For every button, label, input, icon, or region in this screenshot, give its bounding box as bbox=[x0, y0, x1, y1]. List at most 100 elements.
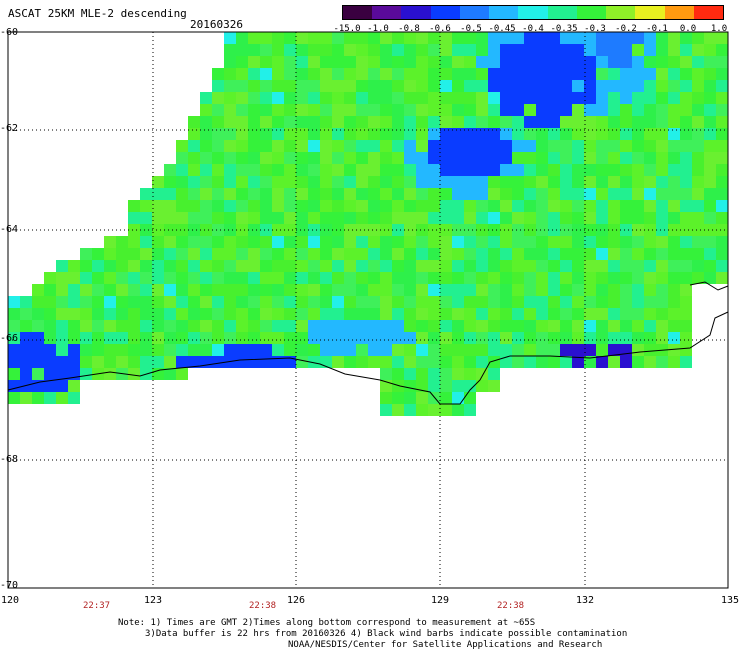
data-cell bbox=[392, 80, 404, 92]
data-cell bbox=[692, 212, 704, 224]
data-cell bbox=[248, 68, 260, 80]
data-cell bbox=[200, 128, 212, 140]
data-cell bbox=[404, 128, 416, 140]
data-cell bbox=[380, 200, 392, 212]
data-cell bbox=[284, 92, 296, 104]
data-cell bbox=[380, 296, 392, 308]
data-cell bbox=[236, 68, 248, 80]
data-cell bbox=[404, 392, 416, 404]
data-cell bbox=[644, 188, 656, 200]
data-cell bbox=[308, 128, 320, 140]
colorbar-label: 1.0 bbox=[710, 24, 728, 34]
data-cell bbox=[656, 356, 668, 368]
data-cell bbox=[320, 152, 332, 164]
data-cell bbox=[680, 356, 692, 368]
data-cell bbox=[392, 308, 404, 320]
data-cell bbox=[680, 116, 692, 128]
data-cell bbox=[104, 284, 116, 296]
data-cell bbox=[320, 44, 332, 56]
data-cell bbox=[128, 296, 140, 308]
data-cell bbox=[524, 68, 536, 80]
data-cell bbox=[188, 356, 200, 368]
data-cell bbox=[620, 272, 632, 284]
data-cell bbox=[32, 356, 44, 368]
data-cell bbox=[116, 344, 128, 356]
data-cell bbox=[344, 224, 356, 236]
data-cell bbox=[392, 392, 404, 404]
data-cell bbox=[716, 212, 728, 224]
data-cell bbox=[464, 368, 476, 380]
data-cell bbox=[128, 236, 140, 248]
data-cell bbox=[512, 308, 524, 320]
data-cell bbox=[332, 104, 344, 116]
colorbar-label: -0.5 bbox=[460, 24, 482, 34]
data-cell bbox=[296, 140, 308, 152]
data-cell bbox=[188, 140, 200, 152]
data-cell bbox=[356, 356, 368, 368]
data-cell bbox=[500, 356, 512, 368]
data-cell bbox=[464, 296, 476, 308]
data-cell bbox=[392, 116, 404, 128]
data-cell bbox=[128, 248, 140, 260]
data-cell bbox=[164, 320, 176, 332]
data-cell bbox=[536, 284, 548, 296]
data-cell bbox=[68, 272, 80, 284]
colorbar-swatch bbox=[459, 6, 490, 19]
data-cell bbox=[572, 68, 584, 80]
data-cell bbox=[692, 92, 704, 104]
data-cell bbox=[428, 152, 440, 164]
data-cell bbox=[308, 296, 320, 308]
data-cell bbox=[272, 248, 284, 260]
data-cell bbox=[260, 272, 272, 284]
data-cell bbox=[548, 284, 560, 296]
data-cell bbox=[680, 176, 692, 188]
data-cell bbox=[488, 224, 500, 236]
data-cell bbox=[200, 320, 212, 332]
data-cell bbox=[416, 404, 428, 416]
data-cell bbox=[392, 92, 404, 104]
data-cell bbox=[704, 140, 716, 152]
data-cell bbox=[512, 320, 524, 332]
data-cell bbox=[524, 92, 536, 104]
data-cell bbox=[656, 80, 668, 92]
data-cell bbox=[416, 44, 428, 56]
data-cell bbox=[668, 200, 680, 212]
data-cell bbox=[272, 320, 284, 332]
data-cell bbox=[320, 188, 332, 200]
data-cell bbox=[692, 152, 704, 164]
data-cell bbox=[668, 224, 680, 236]
data-cell bbox=[56, 380, 68, 392]
data-cell bbox=[512, 128, 524, 140]
data-cell bbox=[416, 32, 428, 44]
data-cell bbox=[200, 344, 212, 356]
data-cell bbox=[668, 332, 680, 344]
data-cell bbox=[356, 272, 368, 284]
lon-label-129: 129 bbox=[430, 595, 450, 606]
data-cell bbox=[116, 248, 128, 260]
data-cell bbox=[692, 44, 704, 56]
data-cell bbox=[416, 344, 428, 356]
data-cell bbox=[560, 332, 572, 344]
data-cell bbox=[668, 260, 680, 272]
data-cell bbox=[680, 128, 692, 140]
data-cell bbox=[656, 188, 668, 200]
data-cell bbox=[416, 260, 428, 272]
data-cell bbox=[428, 380, 440, 392]
data-cell bbox=[452, 368, 464, 380]
data-cell bbox=[200, 116, 212, 128]
data-cell bbox=[296, 320, 308, 332]
data-cell bbox=[596, 308, 608, 320]
colorbar-label: -0.3 bbox=[584, 24, 606, 34]
data-cell bbox=[344, 212, 356, 224]
data-cell bbox=[332, 356, 344, 368]
data-cell bbox=[248, 320, 260, 332]
data-cell bbox=[632, 188, 644, 200]
data-cell bbox=[200, 92, 212, 104]
data-cell bbox=[704, 152, 716, 164]
data-cell bbox=[224, 104, 236, 116]
data-cell bbox=[560, 248, 572, 260]
data-cell bbox=[284, 32, 296, 44]
data-cell bbox=[20, 344, 32, 356]
data-cell bbox=[680, 248, 692, 260]
data-cell bbox=[656, 32, 668, 44]
